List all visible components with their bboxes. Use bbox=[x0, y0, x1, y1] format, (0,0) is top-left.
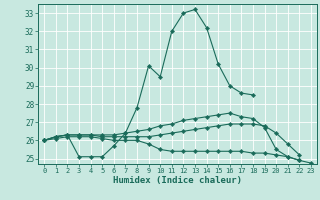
X-axis label: Humidex (Indice chaleur): Humidex (Indice chaleur) bbox=[113, 176, 242, 185]
